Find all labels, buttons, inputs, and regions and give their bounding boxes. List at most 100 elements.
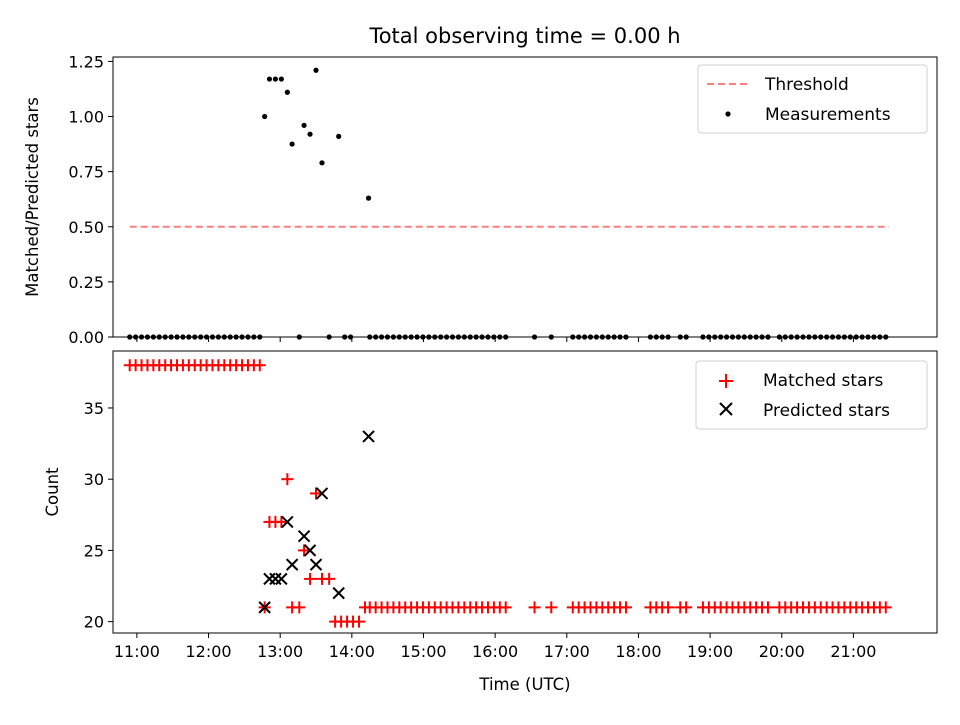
measurement-point-105	[847, 334, 853, 340]
measurement-point-60	[491, 334, 497, 340]
x-tick-label-5: 16:00	[472, 642, 518, 661]
measurement-point-85	[723, 334, 730, 340]
legend-measurements-swatch	[725, 111, 731, 117]
measurement-point-64	[548, 334, 554, 340]
measurement-point-106	[853, 334, 859, 340]
matched-star-point-76	[619, 601, 632, 614]
measurement-point-109	[871, 334, 877, 340]
matched-star-point-80	[662, 601, 675, 614]
measurement-point-35	[251, 334, 257, 340]
measurement-point-91	[759, 334, 765, 340]
measurement-point-50	[432, 334, 438, 340]
legend-threshold-label: Threshold	[764, 75, 849, 95]
x-tick-label-7: 18:00	[615, 642, 661, 661]
matched-star-point-6	[293, 601, 306, 614]
measurement-point-37	[342, 334, 348, 340]
measurement-point-97	[800, 334, 806, 340]
x-tick-label-9: 20:00	[759, 642, 805, 661]
measurement-point-46	[408, 334, 414, 340]
predicted-star-point-3	[275, 572, 288, 586]
top-y-tick-label-5: 1.25	[68, 52, 104, 71]
measurement-point-92	[765, 334, 771, 340]
measurement-point-8	[313, 67, 319, 73]
measurement-point-34	[245, 334, 251, 340]
measurement-point-79	[677, 334, 683, 340]
measurement-point-43	[390, 334, 396, 340]
predicted-star-point-6	[297, 529, 311, 543]
measurement-point-95	[788, 334, 794, 340]
x-axis-label: Time (UTC)	[478, 675, 570, 694]
measurement-point-104	[841, 334, 847, 340]
chart-title: Total observing time = 0.00 h	[368, 24, 680, 48]
predicted-star-point-2	[269, 572, 282, 586]
matched-star-point-3	[275, 515, 288, 528]
measurement-point-32	[233, 334, 239, 340]
x-tick-label-1: 12:00	[185, 642, 231, 661]
measurement-point-1	[266, 76, 273, 82]
measurement-point-2	[272, 76, 279, 82]
matched-star-point-64	[499, 601, 512, 614]
measurement-point-77	[659, 334, 665, 340]
bottom-legend-box	[695, 360, 928, 430]
measurement-point-103	[835, 334, 842, 340]
measurement-point-21	[168, 334, 174, 340]
matched-star-point-4	[281, 473, 294, 486]
measurement-point-82	[706, 334, 712, 340]
measurement-point-74	[623, 334, 629, 340]
measurement-point-89	[747, 334, 753, 340]
measurement-point-99	[812, 334, 818, 340]
bottom-legend: Matched stars Predicted stars	[695, 360, 928, 430]
top-y-tick-label-0: 0.00	[68, 328, 104, 347]
measurement-point-57	[473, 334, 479, 340]
measurement-point-13	[326, 334, 332, 340]
measurement-point-28	[209, 334, 216, 340]
matched-star-point-8	[304, 572, 317, 585]
measurement-point-67	[581, 334, 588, 340]
measurement-point-86	[729, 334, 736, 340]
measurement-point-68	[587, 334, 594, 340]
x-tick-label-6: 17:00	[544, 642, 590, 661]
matched-star-point-9	[310, 487, 323, 500]
measurement-point-84	[718, 334, 724, 340]
measurement-points-layer	[127, 67, 889, 340]
x-tick-label-4: 15:00	[400, 642, 446, 661]
top-plot-area	[112, 56, 938, 338]
matched-star-point-11	[323, 572, 336, 585]
bottom-y-axis-label: Count	[43, 467, 62, 517]
measurement-point-90	[753, 334, 759, 340]
measurement-point-63	[531, 334, 538, 340]
measurement-point-9	[319, 160, 325, 166]
measurement-point-36	[257, 334, 263, 340]
measurement-point-30	[221, 334, 227, 340]
predicted-star-point-7	[303, 544, 317, 557]
measurement-point-76	[653, 334, 659, 340]
measurement-point-10	[336, 133, 342, 139]
measurement-point-14	[127, 334, 133, 340]
predicted-star-point-9	[315, 487, 329, 500]
measurement-point-111	[883, 334, 889, 340]
measurement-point-12	[296, 334, 302, 340]
x-tick-label-8: 19:00	[687, 642, 733, 661]
measurement-point-87	[735, 334, 742, 340]
measurement-point-52	[444, 334, 450, 340]
measurement-point-24	[186, 334, 192, 340]
legend-predicted-label: Predicted stars	[763, 401, 890, 421]
measurement-point-71	[605, 334, 611, 340]
predicted-star-point-8	[309, 558, 323, 571]
measurement-point-72	[611, 334, 617, 340]
measurement-point-78	[665, 334, 671, 340]
measurement-point-75	[647, 334, 653, 340]
measurement-point-29	[215, 334, 221, 340]
measurement-point-56	[467, 334, 473, 340]
predicted-star-point-5	[285, 558, 299, 571]
measurement-point-73	[617, 334, 623, 340]
measurement-point-101	[824, 334, 830, 340]
measurement-point-39	[367, 334, 373, 340]
bottom-plot-area	[112, 350, 938, 634]
measurement-point-15	[133, 334, 139, 340]
measurement-point-26	[198, 334, 204, 340]
predicted-stars-layer	[258, 430, 375, 614]
measurement-point-47	[414, 334, 420, 340]
